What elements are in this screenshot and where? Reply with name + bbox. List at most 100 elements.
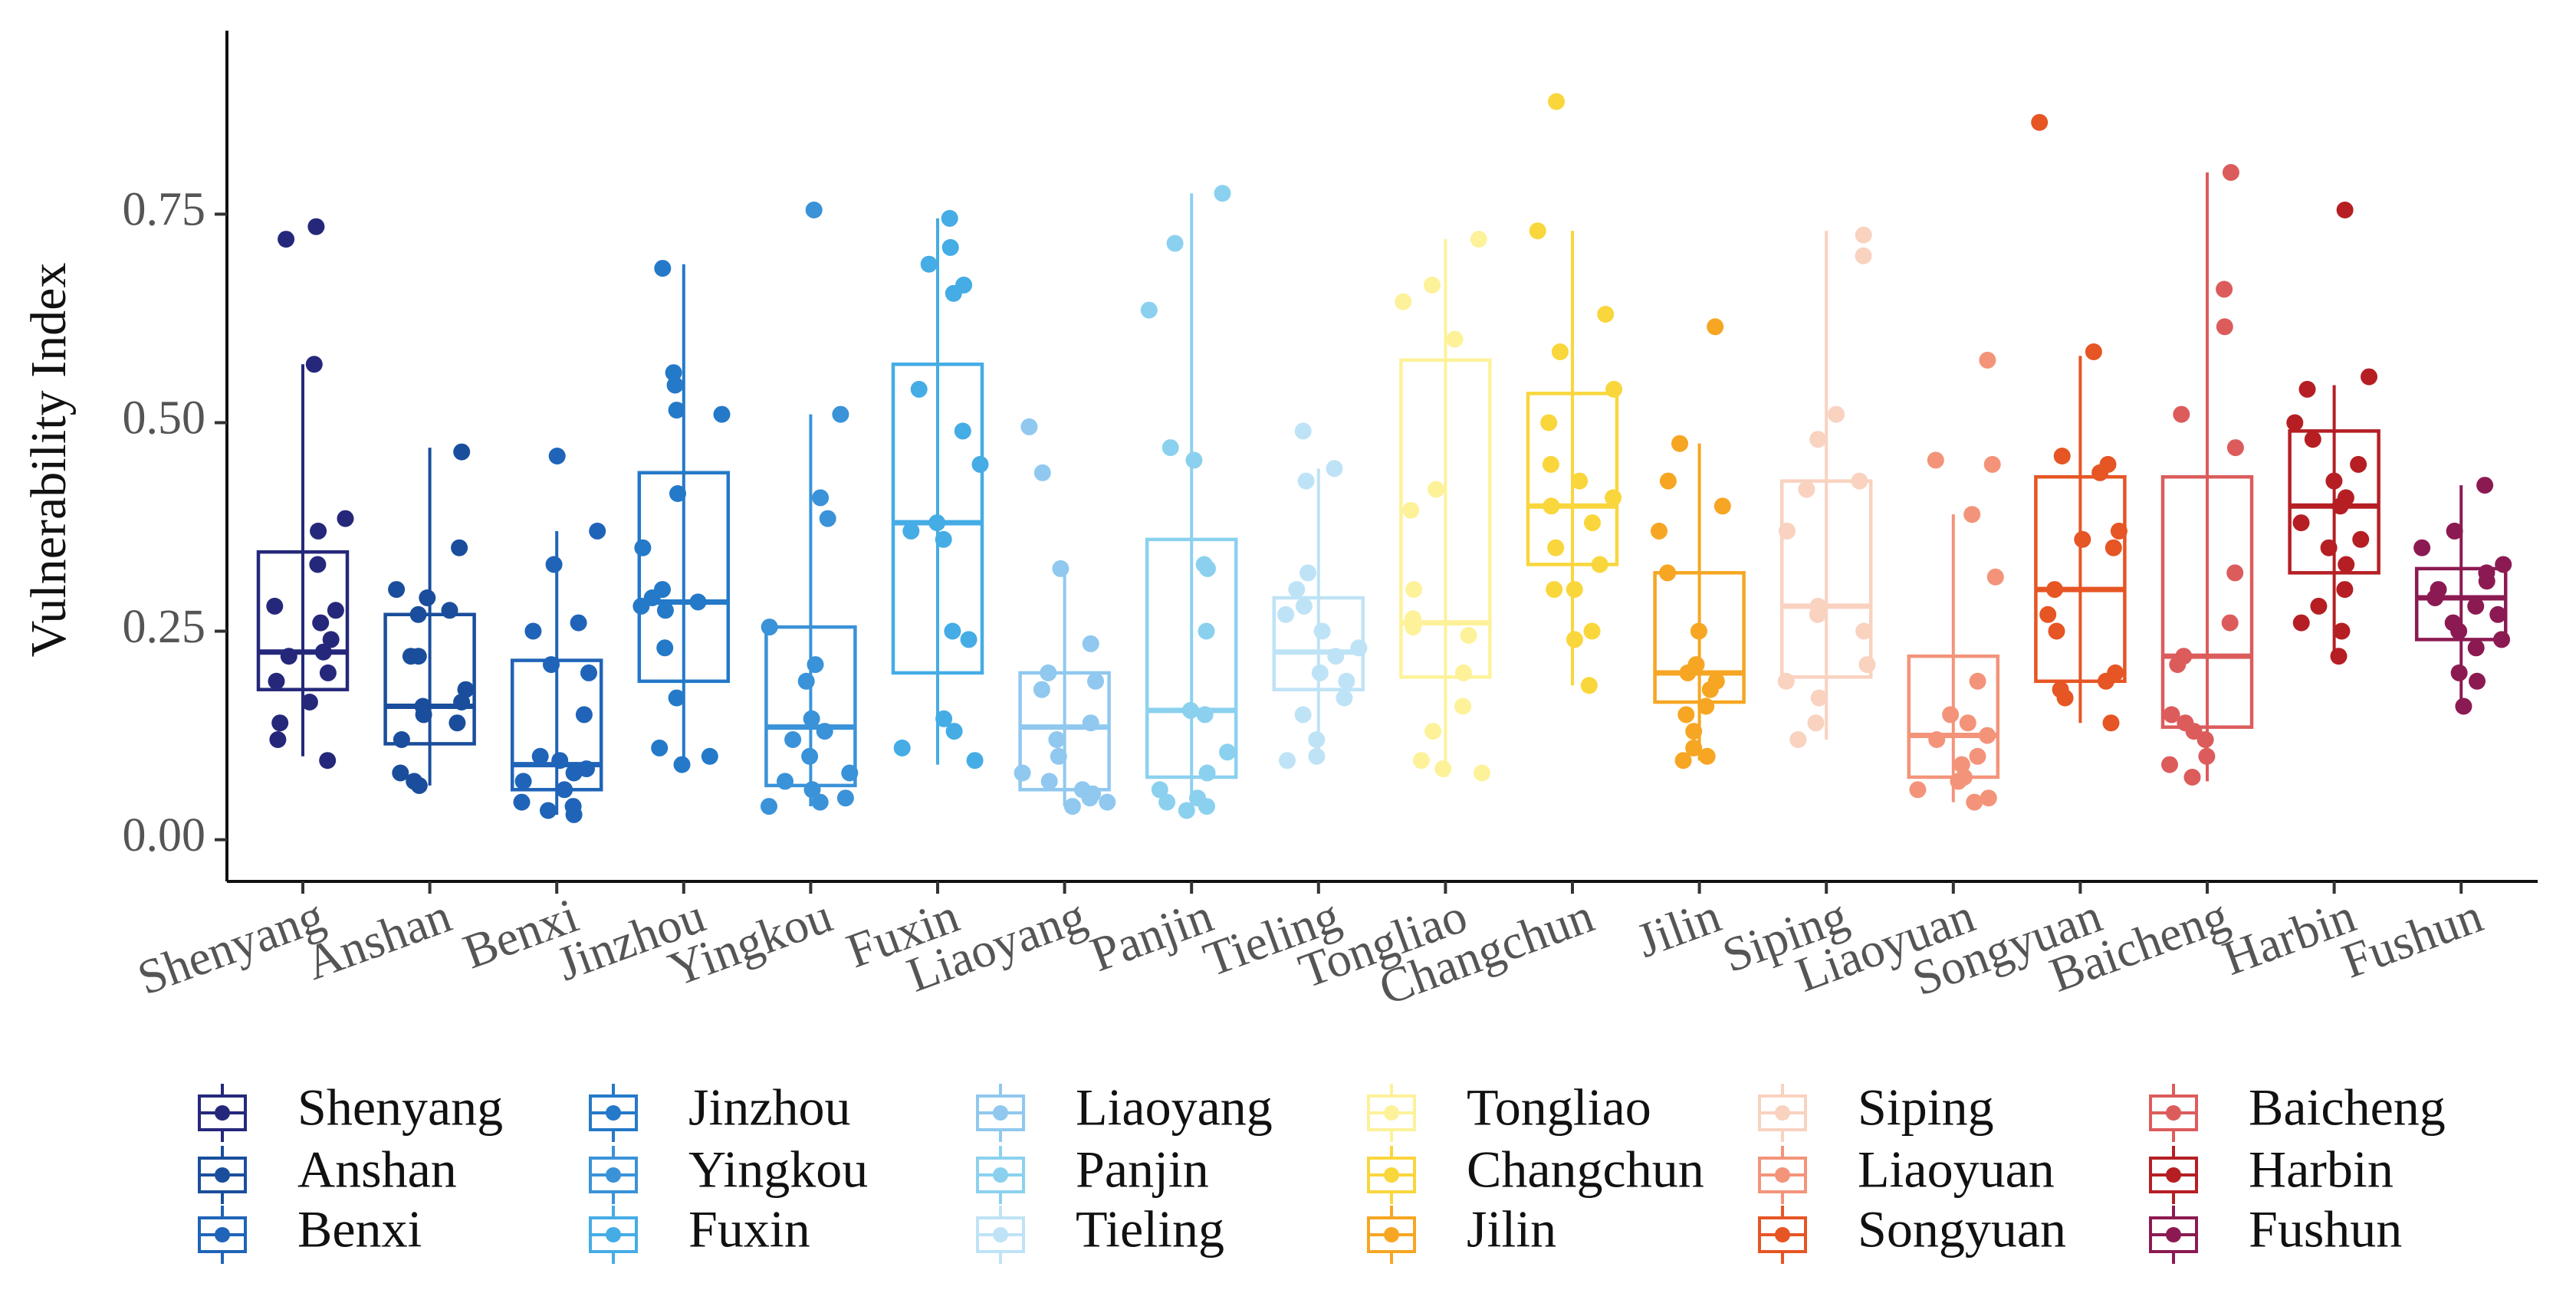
point-songyuan-2 xyxy=(2053,448,2071,464)
point-tieling-12 xyxy=(1336,689,1353,707)
point-songyuan-8 xyxy=(2046,581,2063,599)
point-fushun-1 xyxy=(2446,522,2463,540)
point-jinzhou-11 xyxy=(656,602,674,619)
point-siping-12 xyxy=(1810,689,1828,707)
y-tick-label-2: 0.50 xyxy=(123,392,206,445)
legend-key-point xyxy=(1384,1105,1399,1121)
point-tongliao-8 xyxy=(1405,619,1422,636)
point-fuxin-9 xyxy=(902,522,920,540)
point-fushun-7 xyxy=(2426,589,2444,606)
point-liaoyuan-1 xyxy=(1927,451,1944,469)
point-liaoyang-4 xyxy=(1040,664,1057,681)
box-group-tieling xyxy=(1272,422,1368,770)
point-anshan-11 xyxy=(415,706,432,724)
point-harbin-1 xyxy=(2361,368,2377,386)
point-harbin-15 xyxy=(2292,614,2310,632)
point-shenyang-14 xyxy=(301,694,318,710)
point-harbin-16 xyxy=(2333,622,2351,640)
box-harbin xyxy=(2288,429,2380,575)
point-liaoyang-1 xyxy=(1033,464,1051,481)
point-siping-3 xyxy=(1809,431,1827,448)
point-jilin-3 xyxy=(1714,497,1731,515)
box-group-shenyang xyxy=(256,218,354,770)
point-tongliao-5 xyxy=(1402,501,1420,519)
point-yingkou-4 xyxy=(761,619,778,636)
point-tieling-11 xyxy=(1338,672,1355,690)
point-changchun-8 xyxy=(1605,489,1622,507)
legend-label-panjin: Panjin xyxy=(1076,1140,1209,1199)
point-shenyang-1 xyxy=(278,231,295,248)
point-yingkou-6 xyxy=(797,672,815,690)
point-jilin-15 xyxy=(1698,747,1716,765)
point-liaoyang-9 xyxy=(1050,747,1067,765)
box-siping xyxy=(1779,479,1873,679)
y-axis-title: Vulnerability Index xyxy=(21,263,77,658)
point-panjin-11 xyxy=(1198,764,1216,782)
point-jilin-6 xyxy=(1690,622,1707,640)
point-anshan-16 xyxy=(410,776,428,794)
legend-label-siping: Siping xyxy=(1858,1078,1994,1137)
point-shenyang-6 xyxy=(266,597,284,615)
point-liaoyang-2 xyxy=(1052,560,1070,577)
legend-item-tongliao: Tongliao xyxy=(1367,1078,1651,1142)
point-fuxin-12 xyxy=(960,631,978,648)
point-liaoyuan-10 xyxy=(1969,747,1986,765)
point-jilin-14 xyxy=(1685,739,1703,756)
legend-item-benxi: Benxi xyxy=(198,1200,422,1264)
point-songyuan-14 xyxy=(2056,689,2074,707)
point-harbin-17 xyxy=(2330,648,2348,665)
legend-item-jilin: Jilin xyxy=(1367,1200,1556,1264)
point-fuxin-11 xyxy=(944,622,961,640)
box-jinzhou xyxy=(637,471,731,684)
point-changchun-10 xyxy=(1584,514,1601,532)
point-benxi-17 xyxy=(565,806,583,823)
point-liaoyang-3 xyxy=(1082,635,1099,652)
point-jinzhou-0 xyxy=(654,260,672,277)
point-changchun-12 xyxy=(1591,556,1608,573)
box-panjin xyxy=(1145,537,1238,779)
point-tongliao-0 xyxy=(1470,231,1487,248)
point-liaoyuan-4 xyxy=(1986,568,2004,586)
box-songyuan xyxy=(2034,474,2127,684)
box-group-benxi xyxy=(510,448,606,823)
point-tongliao-3 xyxy=(1446,330,1464,348)
point-fuxin-16 xyxy=(966,752,984,770)
point-baicheng-15 xyxy=(2183,769,2201,786)
point-fushun-11 xyxy=(2450,622,2468,640)
point-yingkou-5 xyxy=(807,656,824,674)
point-liaoyuan-7 xyxy=(1959,714,1976,732)
point-benxi-8 xyxy=(531,747,549,765)
point-liaoyuan-13 xyxy=(1950,773,1967,790)
point-fushun-8 xyxy=(2467,597,2485,615)
point-siping-4 xyxy=(1851,472,1868,490)
box-group-liaoyang xyxy=(1014,418,1116,816)
point-jinzhou-1 xyxy=(665,364,682,382)
point-jinzhou-6 xyxy=(634,539,652,556)
box-fuxin xyxy=(891,363,984,675)
legend-key-point xyxy=(1384,1227,1399,1242)
point-liaoyang-6 xyxy=(1033,681,1050,698)
point-fuxin-1 xyxy=(941,238,959,256)
point-anshan-4 xyxy=(441,602,458,619)
point-baicheng-3 xyxy=(2173,405,2190,423)
point-shenyang-15 xyxy=(271,714,289,732)
point-fuxin-6 xyxy=(954,422,971,440)
legend-item-shenyang: Shenyang xyxy=(198,1078,503,1142)
box-group-siping xyxy=(1777,226,1876,748)
box-group-jinzhou xyxy=(632,260,731,773)
y-tick-label-0: 0.00 xyxy=(123,809,206,861)
point-liaoyang-8 xyxy=(1048,731,1066,748)
point-liaoyuan-14 xyxy=(1909,781,1927,799)
point-fuxin-4 xyxy=(945,284,962,302)
point-changchun-9 xyxy=(1543,497,1560,515)
point-panjin-7 xyxy=(1198,622,1215,640)
point-panjin-6 xyxy=(1199,560,1216,577)
point-siping-1 xyxy=(1855,247,1872,264)
legend-label-tieling: Tieling xyxy=(1076,1200,1224,1259)
legend-label-changchun: Changchun xyxy=(1467,1140,1704,1199)
point-liaoyuan-5 xyxy=(1969,672,1986,690)
point-liaoyang-5 xyxy=(1087,672,1104,690)
point-shenyang-2 xyxy=(305,356,323,373)
point-harbin-3 xyxy=(2286,414,2304,432)
